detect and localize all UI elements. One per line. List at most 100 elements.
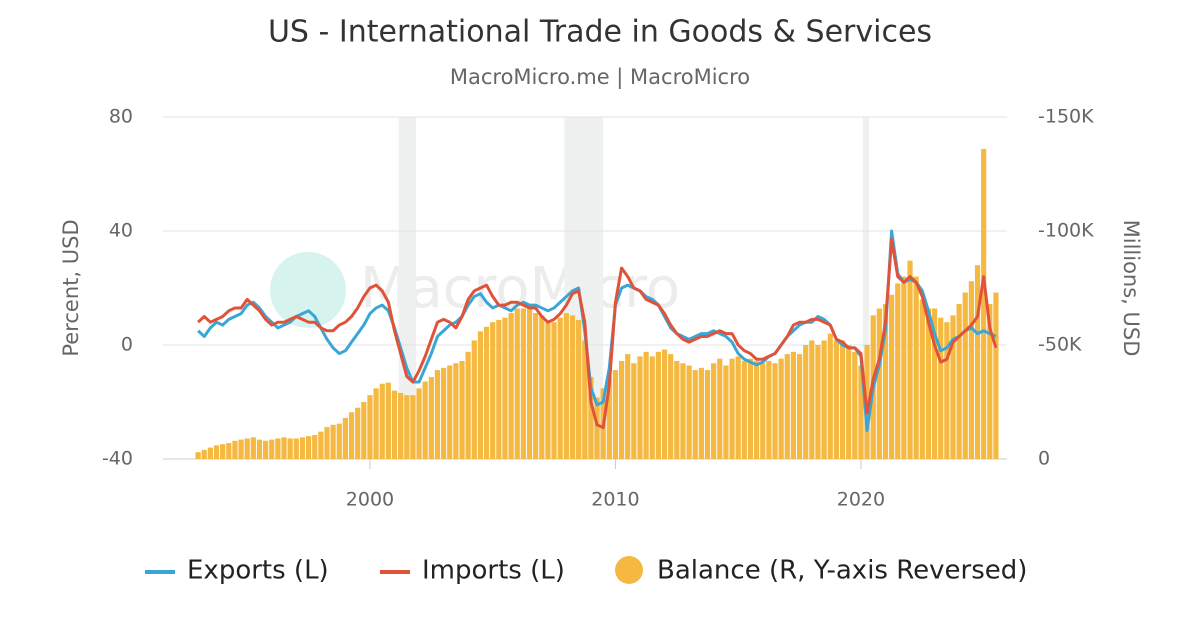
bar [643,351,649,459]
bar [477,331,484,459]
bar [618,360,625,459]
bar [729,358,735,459]
bar [336,423,342,459]
bar [256,439,263,459]
bar [772,363,778,459]
legend-label: Balance (R, Y-axis Reversed) [657,556,1027,586]
bar [201,449,207,459]
bar [674,360,680,459]
y2-tick-label: -100K [1038,220,1094,242]
bar [490,322,496,459]
bar [471,340,477,459]
bar [760,363,766,459]
bar [895,283,901,459]
bar [514,308,520,459]
x-tick-label: 2010 [591,489,639,511]
bar [367,395,373,459]
legend-item: Exports (L) [145,556,329,586]
chart-title: US - International Trade in Goods & Serv… [268,15,932,50]
bar [631,363,637,459]
watermark-logo [270,252,346,328]
x-tick-label: 2020 [837,489,885,511]
bar [680,363,686,459]
bar [293,438,299,459]
y-tick-label: -40 [102,448,133,470]
bar [938,317,944,459]
bar [625,354,631,459]
bar [269,439,275,459]
bar [950,315,956,459]
bar [250,437,256,459]
bar [919,299,925,459]
legend-label: Imports (L) [422,556,565,586]
y2-tick-label: -150K [1038,106,1094,128]
bar [195,452,201,459]
bar [533,313,539,459]
bar [956,303,962,459]
bar [612,370,619,459]
bar [207,447,213,459]
bar [704,370,711,459]
bar [318,431,324,459]
bar [342,417,349,459]
bar [815,345,821,459]
bar [226,443,232,459]
bar [944,322,950,459]
bar [747,358,754,459]
bar [569,315,576,459]
bar [508,313,514,459]
bar [668,354,674,459]
bar [379,383,385,459]
bar [741,360,747,459]
bar [361,402,367,459]
bar [287,438,293,459]
y2-axis-title: Millions, USD [1119,220,1143,357]
bar [373,388,379,459]
y2-tick-label: 0 [1038,448,1050,470]
shaded-period [862,117,870,459]
bar [931,308,938,459]
bar [305,436,312,459]
bar [330,424,336,459]
x-tick-label: 2000 [346,489,394,511]
bar [698,367,704,459]
bar [889,294,895,459]
bar [637,356,643,459]
bar [526,306,533,459]
bar [238,439,244,459]
bar [398,392,404,459]
bar [907,260,913,459]
bar [483,326,490,459]
bar [974,265,981,459]
y-tick-label: 0 [121,334,133,356]
bar [312,435,318,459]
bar [385,382,391,459]
bar [803,345,809,459]
bar [502,317,508,459]
bar [582,340,588,459]
bar [833,340,839,459]
bar [796,354,803,459]
bar [962,292,968,459]
chart-subtitle: MacroMicro.me | MacroMicro [450,65,750,90]
bar [213,445,220,459]
bar [753,360,760,459]
bar [852,351,858,459]
bar [539,315,545,459]
bar [766,360,772,459]
bar [778,358,784,459]
bar [244,438,250,459]
bar [232,440,238,459]
y-axis-title: Percent, USD [59,219,83,356]
bar [281,437,287,459]
bar [594,397,600,459]
bar [557,317,563,459]
bar [440,367,447,459]
bar [723,365,729,459]
bar [453,363,459,459]
bar [925,308,932,459]
bar [416,388,422,459]
shaded-period [398,117,417,459]
bar [876,308,882,459]
